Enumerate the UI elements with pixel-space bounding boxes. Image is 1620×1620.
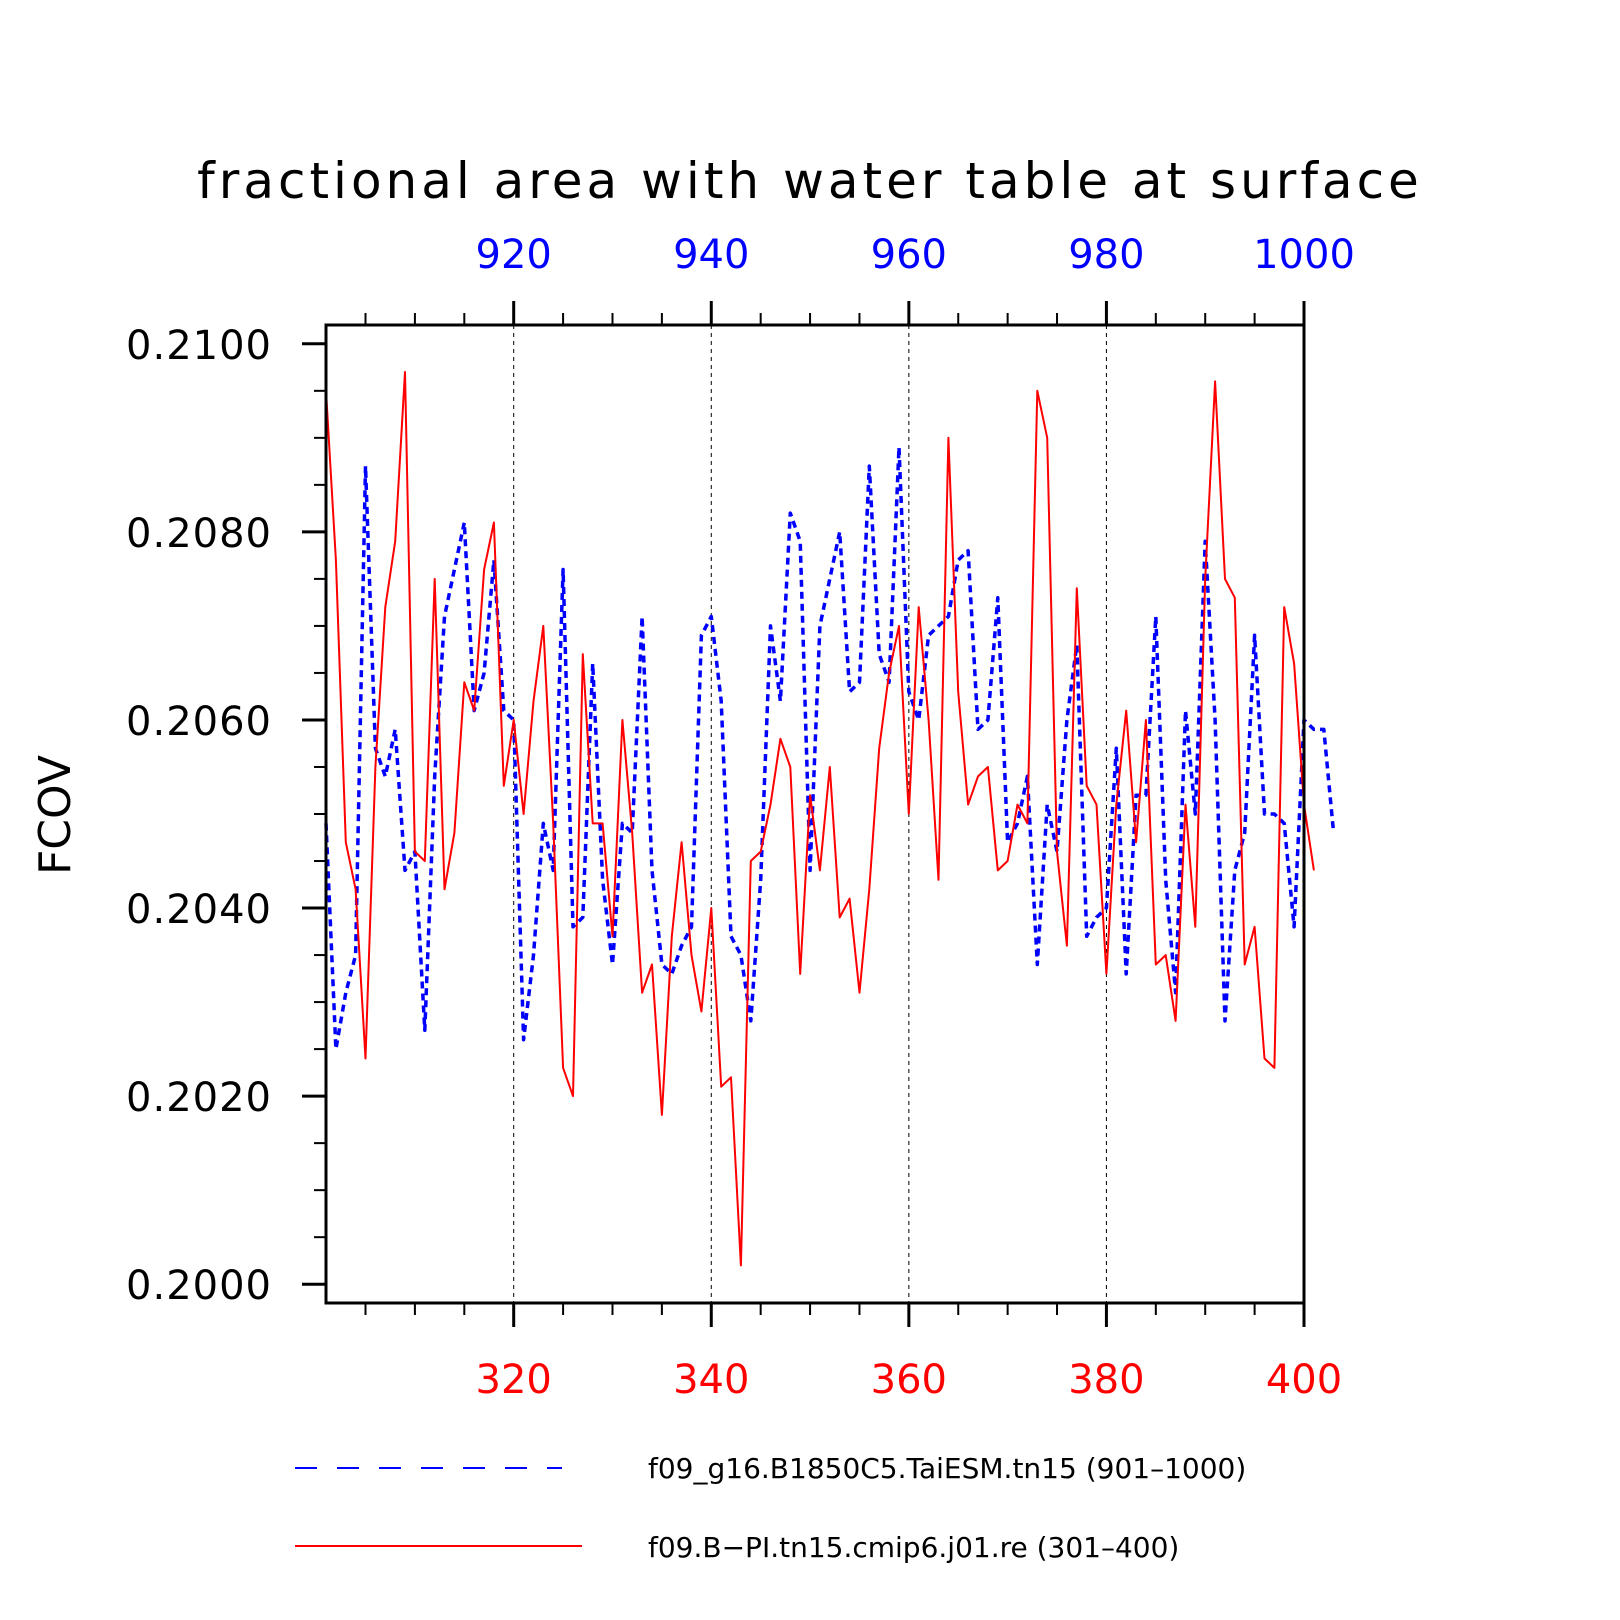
x-bottom-tick-label: 320 <box>476 1357 552 1403</box>
y-tick-label: 0.2020 <box>126 1075 272 1121</box>
x-bottom-tick-label: 400 <box>1266 1357 1342 1403</box>
series-line-red <box>325 371 1315 1267</box>
legend: f09_g16.B1850C5.TaiESM.tn15 (901–1000) f… <box>295 1452 1246 1564</box>
legend-label-blue: f09_g16.B1850C5.TaiESM.tn15 (901–1000) <box>648 1452 1246 1485</box>
x-top-tick-label: 960 <box>871 232 947 278</box>
legend-label-red: f09.B−PI.tn15.cmip6.j01.re (301–400) <box>648 1531 1179 1564</box>
y-tick-label: 0.2060 <box>126 699 272 745</box>
x-top-tick-label: 1000 <box>1253 232 1355 278</box>
bottom-x-axis-tick-labels: 320 340 360 380 400 <box>476 1357 1343 1403</box>
chart-title: fractional area with water table at surf… <box>197 152 1423 210</box>
x-top-tick-label: 920 <box>476 232 552 278</box>
x-top-tick-label: 980 <box>1068 232 1144 278</box>
axis-ticks <box>302 301 1306 1327</box>
y-axis-tick-labels: 0.2000 0.2020 0.2040 0.2060 0.2080 0.2100 <box>126 323 272 1309</box>
plot-series <box>324 371 1336 1267</box>
y-tick-label: 0.2000 <box>126 1263 272 1309</box>
y-tick-label: 0.2040 <box>126 887 272 933</box>
x-bottom-tick-label: 380 <box>1068 1357 1144 1403</box>
x-bottom-tick-label: 360 <box>871 1357 947 1403</box>
y-tick-label: 0.2080 <box>126 511 272 557</box>
x-bottom-tick-label: 340 <box>673 1357 749 1403</box>
plot-frame <box>324 323 1306 1305</box>
series-line-blue <box>324 445 1336 1051</box>
y-axis-label: FCOV <box>30 755 81 875</box>
y-tick-label: 0.2100 <box>126 323 272 369</box>
x-top-tick-label: 940 <box>673 232 749 278</box>
top-x-axis-tick-labels: 920 940 960 980 1000 <box>476 232 1355 278</box>
